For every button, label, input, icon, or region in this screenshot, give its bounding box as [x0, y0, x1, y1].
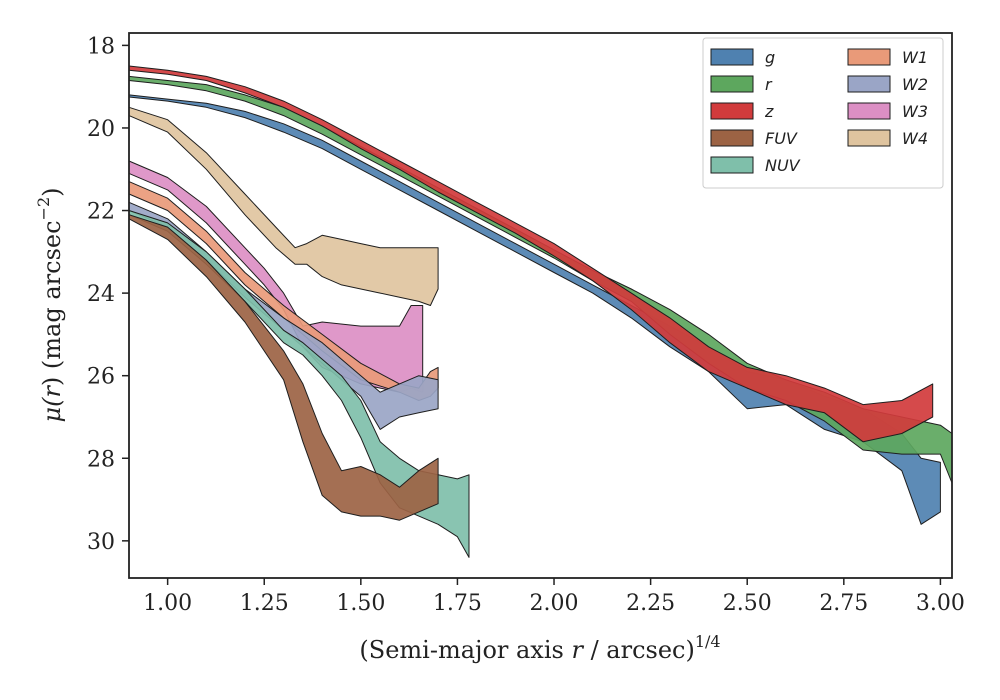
legend-label: g [765, 48, 775, 67]
legend-swatch [710, 156, 754, 174]
x-axis-ticks: 1.00 1.25 1.50 1.75 2.00 2.25 2.50 2.75 3.00 [143, 578, 965, 616]
legend-swatch [710, 75, 754, 93]
x-axis-label: (Semi-major axis r / arcsec)1/4 [359, 632, 720, 664]
band-g [128, 94, 941, 525]
legend-swatch [710, 102, 754, 120]
legend-item-w1: W1 [847, 48, 928, 67]
band-fuv [128, 214, 439, 521]
legend-label: W2 [902, 75, 928, 94]
legend-swatch [710, 129, 754, 147]
band-nuv [128, 210, 470, 558]
y-tick-label: 26 [87, 365, 115, 390]
x-tick-label: 3.00 [916, 591, 965, 616]
y-tick-label: 28 [87, 447, 115, 472]
x-tick-label: 1.75 [433, 591, 482, 616]
legend: grz FUV NUV W1 W2 W3 W4 [702, 37, 944, 189]
x-tick-label: 2.75 [819, 591, 868, 616]
x-tick-label: 2.25 [626, 591, 675, 616]
legend-label: W1 [902, 48, 928, 67]
y-tick-label: 24 [87, 282, 115, 307]
legend-label: NUV [765, 156, 801, 175]
legend-item-w3: W3 [847, 102, 928, 121]
y-tick-label: 30 [87, 530, 115, 555]
x-tick-label: 2.50 [723, 591, 772, 616]
legend-item-fuv: FUV [710, 129, 798, 148]
legend-swatch [710, 48, 754, 66]
legend-label: z [764, 102, 774, 121]
x-tick-label: 1.25 [240, 591, 289, 616]
profile-bands [128, 65, 953, 558]
legend-label: r [765, 75, 773, 94]
legend-label: W4 [902, 129, 928, 148]
x-tick-label: 1.00 [143, 591, 192, 616]
legend-item-w4: W4 [847, 129, 928, 148]
legend-item-nuv: NUV [710, 156, 801, 175]
legend-item-g: g [710, 48, 775, 67]
legend-label: FUV [765, 129, 798, 148]
plot-frame [128, 32, 953, 579]
legend-label: W3 [902, 102, 928, 121]
x-tick-label: 2.00 [530, 591, 579, 616]
band-z [128, 65, 934, 443]
legend-item-r: r [710, 75, 773, 94]
y-tick-label: 20 [87, 117, 115, 142]
x-tick-label: 1.50 [336, 591, 385, 616]
legend-swatch [847, 129, 891, 147]
y-tick-label: 22 [87, 200, 115, 225]
legend-item-w2: W2 [847, 75, 928, 94]
legend-swatch [847, 48, 891, 66]
y-tick-label: 18 [87, 34, 115, 59]
legend-swatch [847, 75, 891, 93]
legend-swatch [847, 102, 891, 120]
band-w4 [128, 106, 439, 306]
y-axis-label: μ(r) (mag arcsec−2) [34, 187, 66, 422]
legend-item-z: z [710, 102, 774, 121]
y-axis-ticks: 18 20 22 24 26 28 30 [87, 34, 129, 555]
